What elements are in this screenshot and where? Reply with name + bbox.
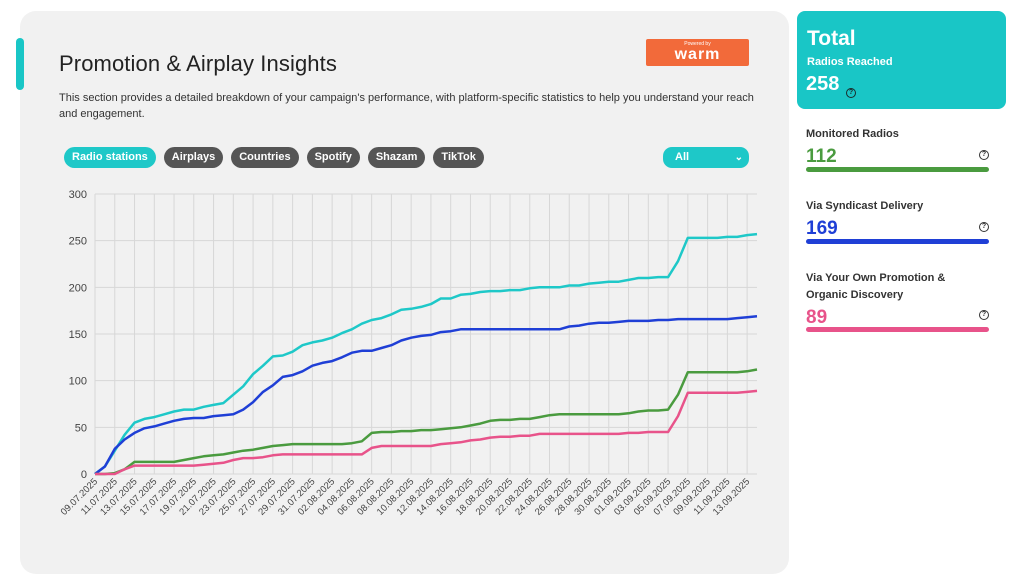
help-icon[interactable]: ? xyxy=(979,150,989,160)
y-tick-label: 250 xyxy=(69,236,87,248)
stat-value: 169 xyxy=(806,218,838,239)
insights-panel xyxy=(20,11,789,574)
stat-value: 89 xyxy=(806,307,828,328)
series-line-2 xyxy=(95,368,758,476)
series-line-3 xyxy=(95,389,758,476)
help-icon[interactable]: ? xyxy=(846,88,856,98)
category-tabs: Radio stations Airplays Countries Spotif… xyxy=(64,147,484,168)
tab-spotify[interactable]: Spotify xyxy=(306,147,360,168)
series-line-1 xyxy=(94,315,758,475)
y-tick-label: 300 xyxy=(69,189,87,201)
tab-tiktok[interactable]: TikTok xyxy=(433,147,484,168)
stat-label: Via Syndicast Delivery xyxy=(806,200,924,212)
stat-syndicast-delivery: Via Syndicast Delivery 169 ? xyxy=(806,198,989,244)
y-tick-label: 150 xyxy=(69,329,87,341)
tab-countries[interactable]: Countries xyxy=(231,147,299,168)
tab-radio-stations[interactable]: Radio stations xyxy=(64,147,156,168)
stat-label: Via Your Own Promotion & Organic Discove… xyxy=(806,272,946,301)
stat-monitored-radios: Monitored Radios 112 ? xyxy=(806,126,989,172)
section-description: This section provides a detailed breakdo… xyxy=(59,92,754,120)
filter-select[interactable]: All ⌄ xyxy=(663,147,749,168)
y-tick-label: 200 xyxy=(69,282,87,294)
help-icon[interactable]: ? xyxy=(979,310,989,320)
y-tick-label: 100 xyxy=(69,376,87,388)
y-tick-label: 0 xyxy=(81,469,87,481)
tab-airplays[interactable]: Airplays xyxy=(163,147,224,168)
stat-value: 112 xyxy=(806,146,837,167)
help-icon[interactable]: ? xyxy=(979,222,989,232)
filter-selected-value: All xyxy=(675,151,690,163)
warm-logo[interactable]: Powered by warm xyxy=(646,39,749,66)
total-card: Total Radios Reached 258 ? xyxy=(797,11,1006,109)
total-subtitle: Radios Reached xyxy=(807,56,893,68)
stat-own-promotion: Via Your Own Promotion & Organic Discove… xyxy=(806,270,989,332)
logo-small-text: Powered by xyxy=(684,41,711,47)
stat-underline xyxy=(806,327,989,332)
y-tick-label: 50 xyxy=(75,422,87,434)
tab-shazam[interactable]: Shazam xyxy=(367,147,426,168)
chevron-down-icon: ⌄ xyxy=(734,152,743,163)
total-title: Total xyxy=(807,27,856,50)
radio-reach-chart: 05010015020025030009.07.202511.07.202513… xyxy=(59,189,758,518)
page-title: Promotion & Airplay Insights xyxy=(59,51,337,76)
total-value: 258 xyxy=(806,73,840,95)
accent-bar xyxy=(16,38,24,90)
series-line-0 xyxy=(94,232,758,475)
stat-underline xyxy=(806,239,989,244)
stat-underline xyxy=(806,167,989,172)
stat-label: Monitored Radios xyxy=(806,128,899,140)
logo-brand-text: warm xyxy=(674,46,721,63)
